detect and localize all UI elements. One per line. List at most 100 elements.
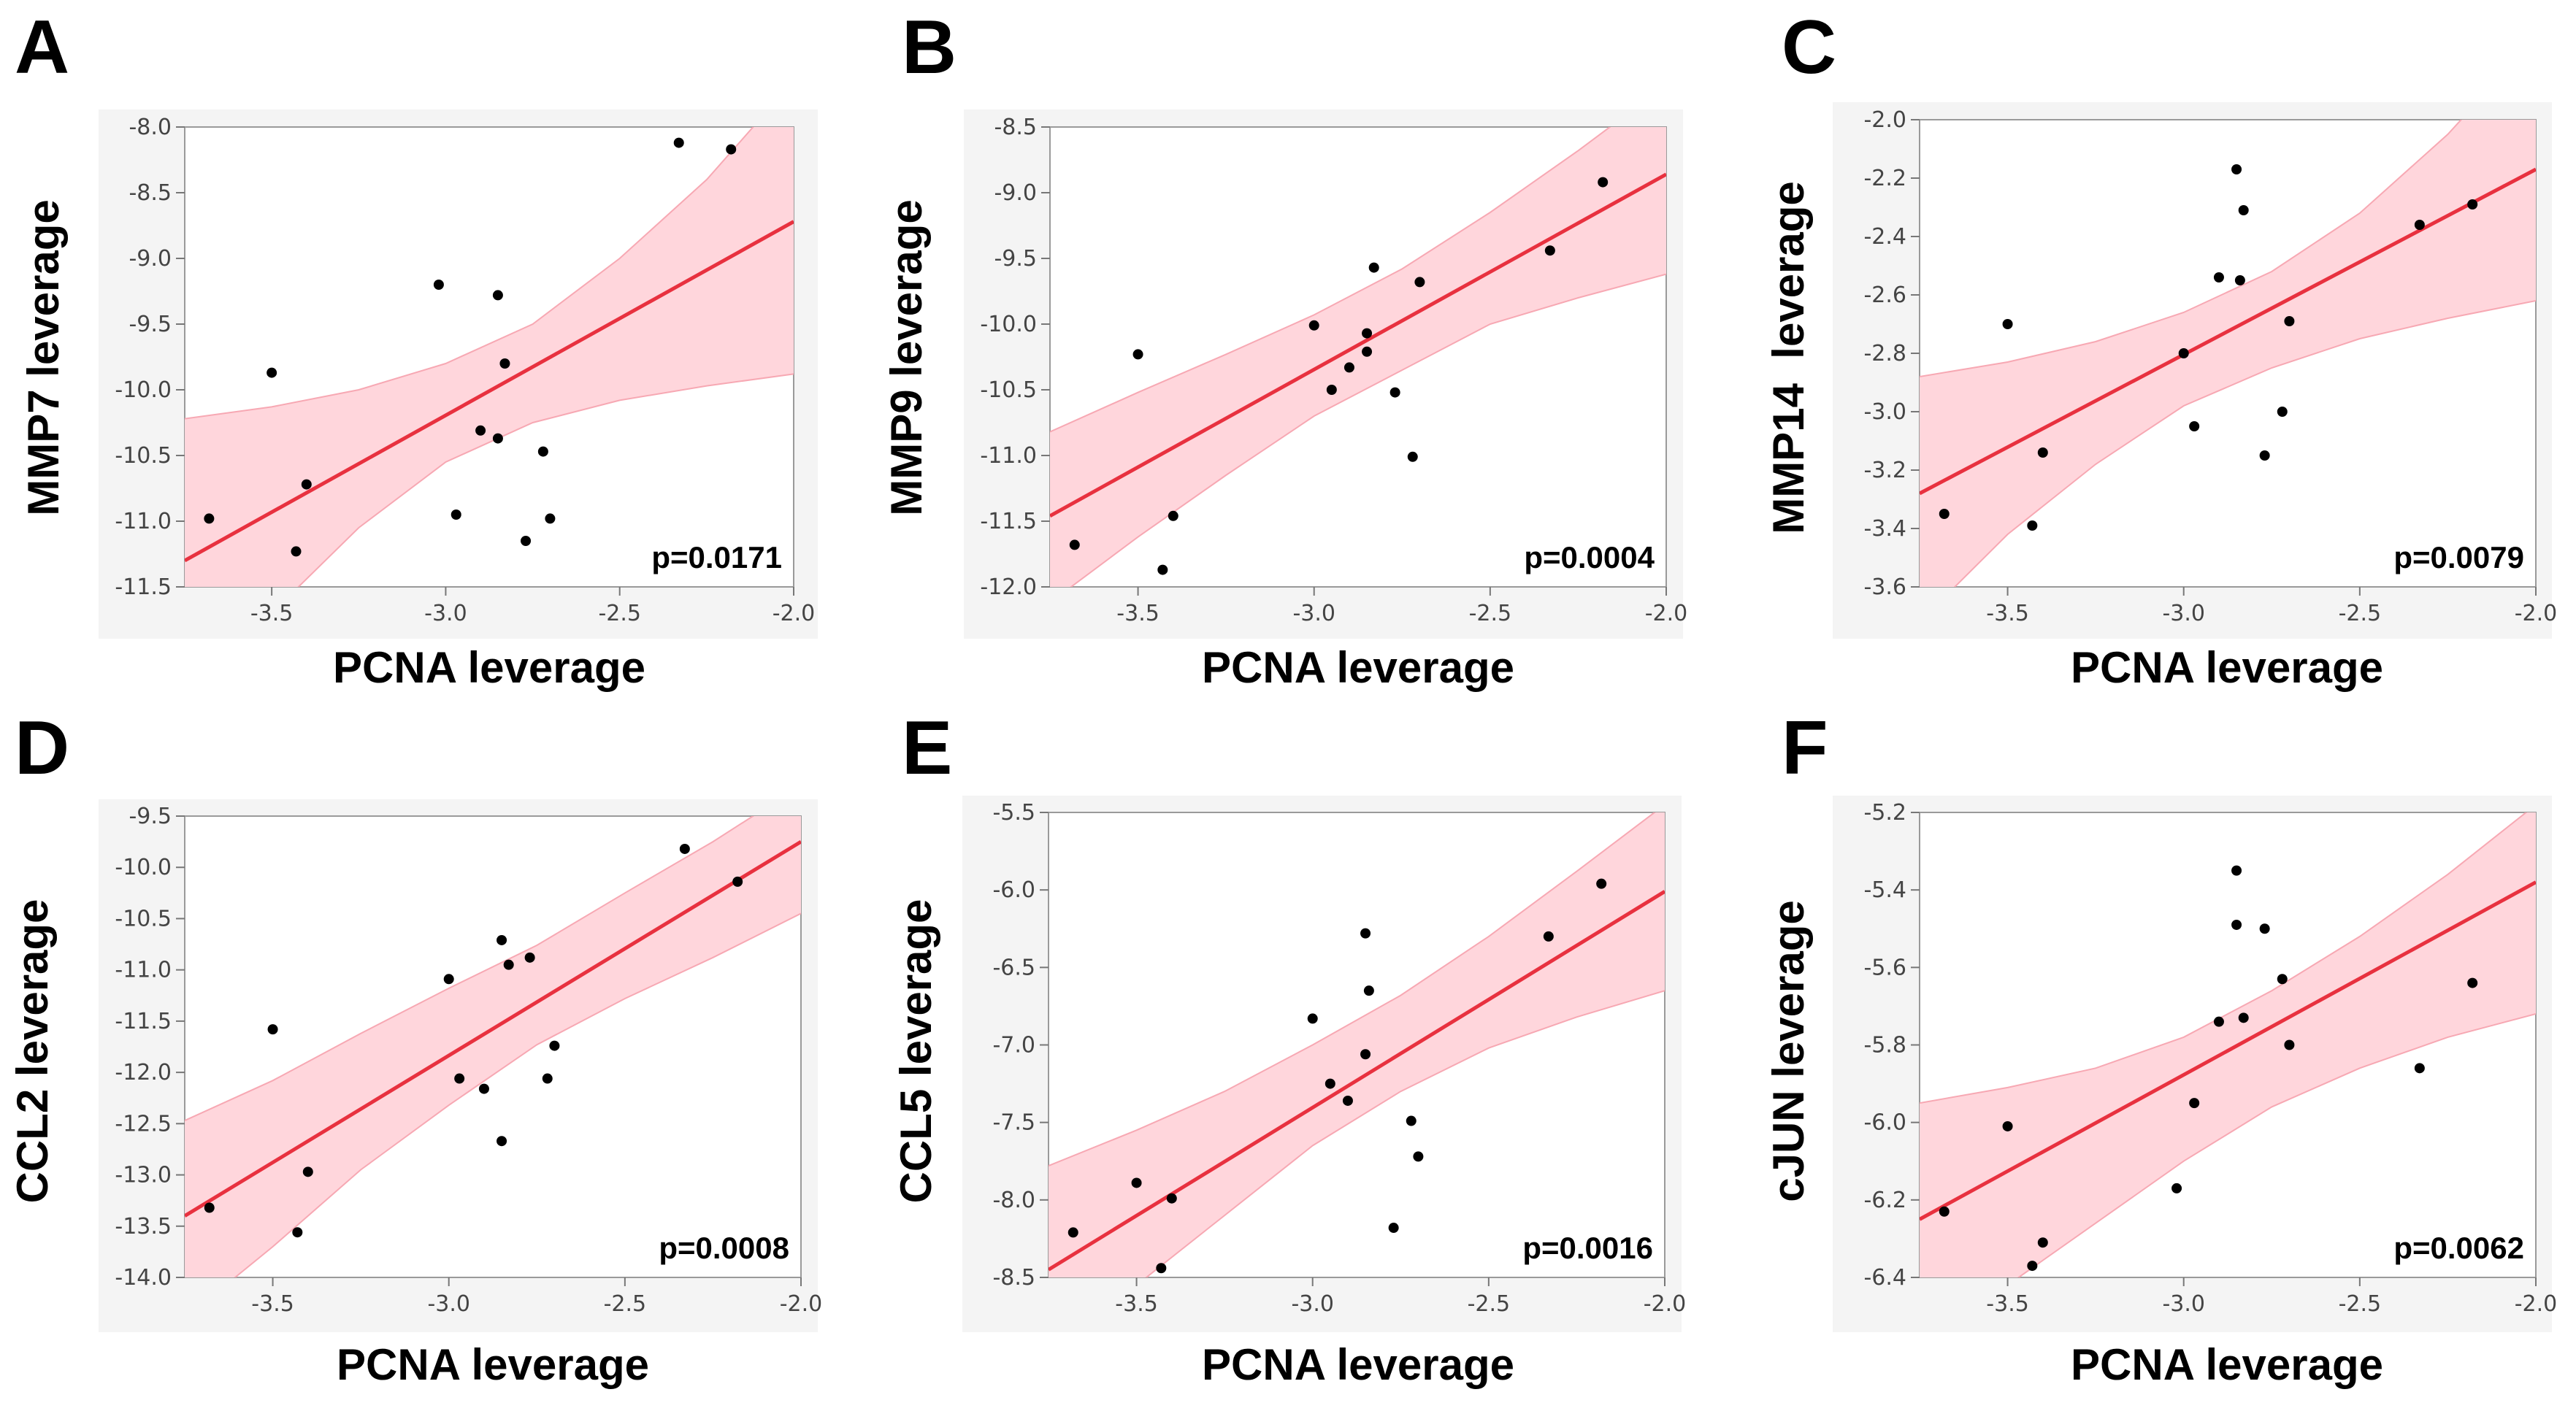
p-value-label: p=0.0079	[2393, 540, 2524, 574]
y-tick-label: -2.4	[1863, 224, 1906, 250]
y-tick-label: -6.5	[992, 955, 1035, 980]
confidence-band-lower	[297, 373, 794, 587]
confidence-band	[1920, 120, 2536, 587]
y-tick-label: -6.0	[1863, 1110, 1906, 1136]
y-tick-label: -9.5	[994, 246, 1037, 272]
y-tick-label: -5.5	[992, 800, 1035, 826]
data-point	[1544, 245, 1555, 256]
data-point	[1157, 564, 1168, 575]
plot-content	[1920, 120, 2536, 587]
data-point	[443, 974, 454, 985]
confidence-band-lower	[1070, 273, 1666, 587]
data-point	[2027, 1261, 2038, 1272]
data-point	[2189, 1098, 2200, 1109]
p-value-label: p=0.0004	[1524, 540, 1655, 574]
y-tick-label: -11.0	[980, 443, 1037, 469]
y-tick-label: -3.0	[1863, 399, 1906, 425]
x-tick-label: -2.0	[1644, 1291, 1687, 1317]
data-point	[549, 1040, 560, 1051]
y-tick-label: -7.5	[992, 1110, 1035, 1136]
data-point	[267, 1024, 278, 1035]
y-tick-label: -2.0	[1863, 107, 1906, 133]
x-tick-label: -3.5	[1986, 1291, 2029, 1317]
confidence-band	[1050, 127, 1666, 587]
y-tick-label: -5.6	[1863, 955, 1906, 980]
x-tick-label: -2.5	[1469, 601, 1512, 626]
confidence-band-upper	[1049, 812, 1656, 1167]
confidence-band-lower	[1145, 990, 1665, 1277]
data-point	[2027, 520, 2038, 531]
data-point	[1166, 1193, 1177, 1204]
x-tick-label: -2.0	[2515, 1291, 2558, 1317]
regression-line	[1920, 880, 2536, 1221]
x-axis-title: PCNA leverage	[2071, 643, 2383, 692]
data-point	[1325, 1078, 1335, 1089]
data-point	[2231, 865, 2242, 876]
data-point	[1307, 1013, 1318, 1024]
data-point	[1342, 1095, 1353, 1106]
data-point	[1067, 1227, 1078, 1238]
data-point	[673, 137, 684, 148]
data-point	[2259, 450, 2270, 461]
data-point	[497, 1136, 507, 1147]
data-point	[497, 934, 507, 945]
y-tick-label: -11.0	[115, 958, 172, 983]
x-tick-label: -3.5	[1115, 1291, 1158, 1317]
y-tick-label: -5.2	[1863, 800, 1906, 826]
y-tick-label: -8.5	[129, 180, 172, 206]
y-tick-label: -5.8	[1863, 1033, 1906, 1058]
y-tick-label: -2.6	[1863, 282, 1906, 308]
data-point	[492, 433, 503, 444]
data-point	[732, 876, 743, 887]
y-tick-label: -11.0	[115, 509, 172, 534]
data-point	[1132, 349, 1143, 360]
panel-letter: B	[902, 5, 957, 90]
data-point	[1414, 277, 1425, 288]
y-tick-label: -13.0	[115, 1163, 172, 1188]
p-value-label: p=0.0008	[659, 1231, 789, 1265]
data-point	[2213, 1016, 2224, 1027]
y-tick-label: -2.8	[1863, 341, 1906, 366]
y-axis-title: MMP7 leverage	[19, 199, 68, 516]
y-tick-label: -14.0	[115, 1265, 172, 1291]
y-axis-title: CCL2 leverage	[8, 899, 57, 1204]
x-tick-label: -2.5	[2339, 601, 2382, 626]
data-point	[2231, 164, 2242, 174]
confidence-band-lower	[1953, 300, 2536, 587]
y-axis-title: cJUN leverage	[1764, 900, 1813, 1202]
data-point	[204, 1202, 215, 1213]
data-point	[2002, 1120, 2013, 1131]
x-tick-label: -3.0	[424, 601, 467, 626]
y-tick-label: -9.5	[129, 804, 172, 829]
confidence-band-upper	[185, 127, 754, 420]
x-tick-label: -3.0	[1292, 601, 1335, 626]
data-point	[2189, 421, 2200, 431]
x-axis-title: PCNA leverage	[2071, 1340, 2383, 1389]
data-point	[524, 952, 535, 963]
data-point	[503, 959, 514, 970]
data-point	[478, 1083, 489, 1094]
regression-line	[185, 839, 801, 1218]
plot-content	[185, 816, 801, 1277]
data-point	[1939, 509, 1950, 519]
plot-content	[1050, 127, 1666, 587]
y-tick-label: -10.0	[115, 377, 172, 403]
plot-content	[1049, 812, 1665, 1277]
data-point	[1939, 1206, 1950, 1217]
p-value-label: p=0.0016	[1522, 1231, 1653, 1265]
data-point	[2414, 1063, 2425, 1074]
data-point	[2467, 977, 2478, 988]
data-point	[1069, 539, 1080, 550]
x-tick-label: -2.5	[2339, 1291, 2382, 1317]
x-tick-label: -2.0	[780, 1291, 823, 1317]
data-point	[1406, 1115, 1417, 1126]
x-tick-label: -2.0	[773, 601, 816, 626]
confidence-band	[1920, 812, 2536, 1277]
confidence-band	[185, 127, 794, 587]
y-tick-label: -6.0	[992, 877, 1035, 903]
panel-letter: C	[1782, 5, 1836, 90]
y-tick-label: -10.0	[115, 855, 172, 880]
p-value-label: p=0.0062	[2393, 1231, 2524, 1265]
data-point	[454, 1073, 465, 1084]
data-point	[2037, 1237, 2048, 1248]
